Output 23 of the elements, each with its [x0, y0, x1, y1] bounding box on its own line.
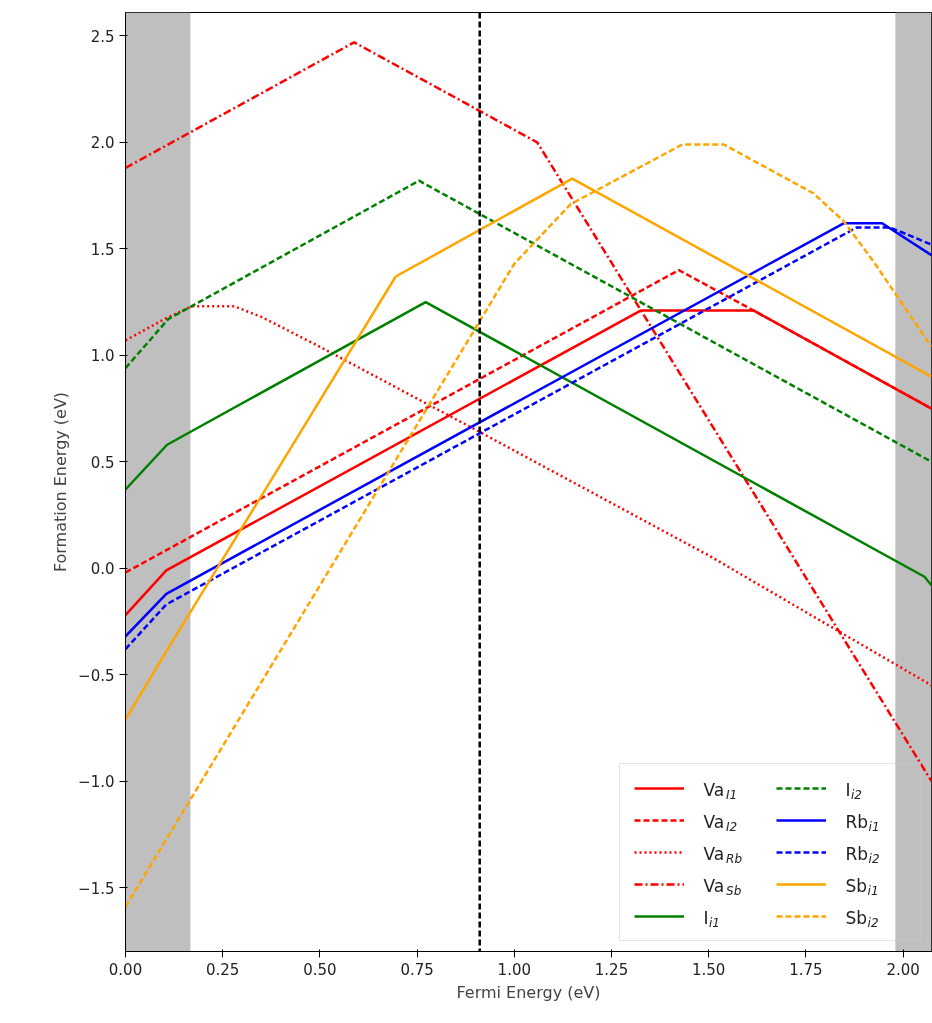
x-tick-label: 0.50: [303, 960, 337, 979]
x-tick-label: 1.75: [789, 960, 823, 979]
x-tick-label: 1.00: [497, 960, 532, 979]
y-tick-label: 1.0: [90, 347, 115, 366]
y-tick-label: −1.0: [78, 773, 115, 792]
y-tick-label: 2.5: [90, 27, 115, 46]
x-tick-label: 1.50: [692, 960, 726, 979]
y-tick-label: 2.0: [90, 134, 115, 153]
line-series: [125, 143, 932, 909]
y-tick-label: 1.5: [90, 240, 115, 259]
x-tick-label: 2.00: [886, 960, 920, 979]
y-tick-label: −0.5: [78, 666, 115, 685]
y-tick-label: 0.5: [90, 453, 115, 472]
x-tick-label: 1.25: [594, 960, 629, 979]
y-tick-label: −1.5: [78, 879, 115, 898]
x-axis-title: Fermi Energy (eV): [456, 982, 601, 1002]
x-tick-label: 0.00: [108, 960, 143, 979]
y-tick-label: 0.0: [90, 560, 115, 579]
x-tick-label: 0.75: [400, 960, 434, 979]
y-axis-title: Formation Energy (eV): [51, 391, 71, 573]
line-series: [125, 41, 932, 783]
x-tick-label: 0.25: [206, 960, 240, 979]
line-series: [125, 179, 932, 464]
